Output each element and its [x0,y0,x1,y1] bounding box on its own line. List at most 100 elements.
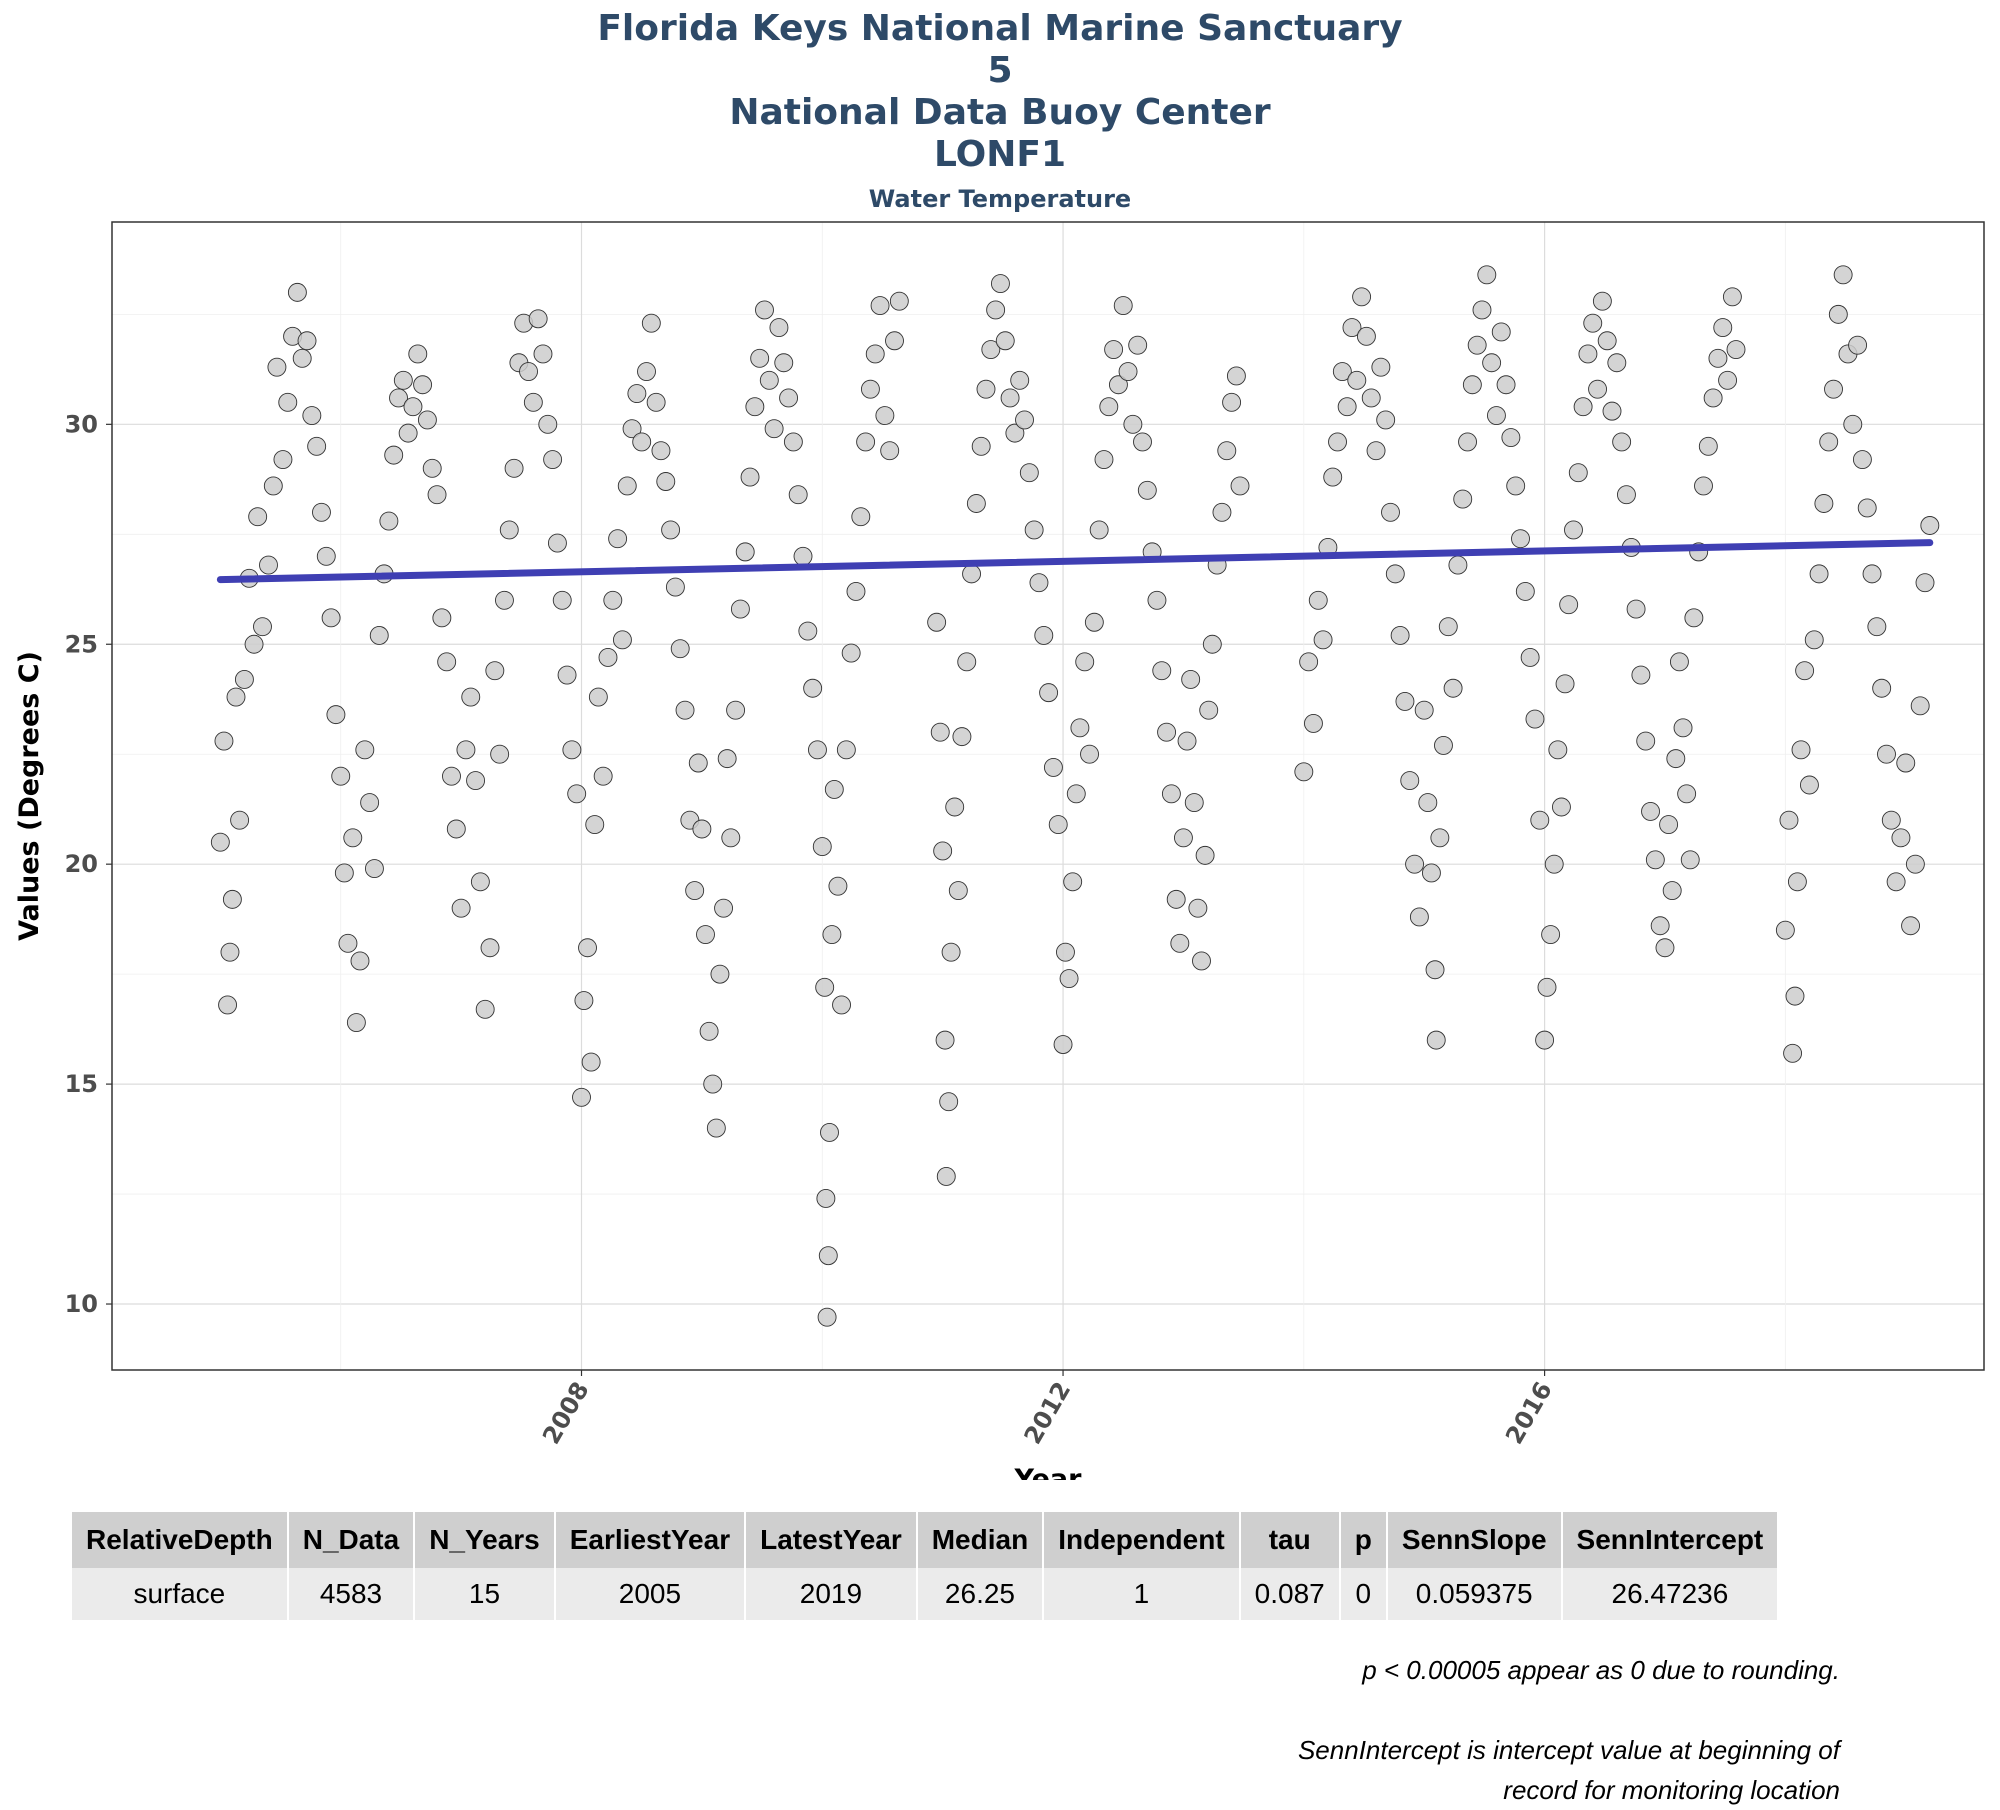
data-point [321,608,341,628]
data-point [1000,388,1020,408]
grid-lines [112,222,1984,1370]
data-point [1458,432,1477,452]
data-point [699,1021,719,1041]
data-point [1453,489,1473,509]
data-point [1313,630,1333,650]
data-point [398,423,418,443]
cell-median: 26.25 [916,1568,1045,1620]
data-point [222,889,242,909]
data-point [818,1246,838,1266]
data-point [714,898,734,918]
data-point [369,626,389,645]
data-point [962,564,982,584]
data-point [603,590,623,610]
data-point [1084,612,1104,632]
data-point [578,938,597,958]
data-point [1434,735,1453,755]
data-point [1872,678,1892,698]
data-point [297,331,317,351]
data-point [957,652,977,672]
data-point [451,898,471,918]
data-point [726,700,746,720]
data-point [948,881,968,901]
data-point [244,634,264,654]
data-point [1352,287,1372,307]
data-point [442,766,461,786]
data-point [1390,626,1410,645]
data-point [1161,784,1181,804]
data-point [1530,810,1550,830]
data-point [1137,480,1157,500]
data-point [1005,423,1025,443]
data-point [1337,397,1357,417]
data-point [1597,331,1617,351]
data-point [828,876,848,896]
data-point [1833,265,1853,285]
data-point [1195,845,1215,865]
data-point [1564,520,1583,540]
data-point [1877,744,1896,764]
data-point [210,832,230,852]
data-point [287,282,307,302]
data-point [1631,665,1651,685]
data-point [343,828,363,848]
data-point [971,436,991,456]
data-point [1029,573,1049,593]
data-point [608,529,628,549]
data-point [1525,709,1545,729]
data-point [1381,502,1400,522]
data-point [952,727,972,747]
data-point [783,432,803,452]
data-point [1617,485,1636,505]
x-tick-label: 2016 [1500,1377,1558,1449]
data-point [740,467,760,487]
data-point [461,687,481,707]
data-point [1684,608,1704,628]
data-point [703,1074,723,1094]
data-point [552,590,572,610]
data-point [885,331,904,351]
table-header-row: RelativeDepth N_Data N_Years EarliestYea… [72,1512,1780,1568]
data-point [1222,392,1242,412]
data-point [326,705,346,725]
data-point [1128,335,1148,355]
data-point [485,661,505,681]
data-point [1395,691,1415,711]
data-point [832,995,851,1015]
x-tick-label: 2008 [537,1377,595,1449]
data-point [1905,854,1925,874]
data-point [1535,1030,1555,1050]
data-point [986,300,1006,320]
data-point [1592,291,1612,311]
data-point [1212,502,1232,522]
data-point [384,445,404,465]
data-point [379,511,399,531]
scatter-chart: 10 15 20 25 30 2008 2012 2016 Year Values (Deg… [14,221,1985,1480]
data-point [1819,432,1839,452]
data-point [1177,731,1197,751]
data-point [1405,854,1425,874]
data-point [346,1013,366,1032]
data-point [350,951,370,971]
data-point [1491,322,1511,342]
data-point [1108,375,1128,395]
data-point [745,397,765,417]
col-p: p [1339,1512,1388,1568]
data-point [1019,463,1039,483]
data-point [259,555,278,575]
data-point [822,925,842,945]
data-point [538,414,558,434]
data-point [302,406,322,425]
data-point [651,441,671,461]
x-axis-ticks: 2008 2012 2016 [537,1370,1558,1449]
data-point [1104,340,1124,360]
data-point [692,819,712,839]
data-point [820,1123,839,1142]
data-point [1080,744,1099,764]
data-point [846,582,866,601]
data-point [593,766,613,786]
data-point [1659,815,1679,835]
intercept-note-line1: SennIntercept is intercept value at begi… [1297,1735,1840,1765]
data-point [933,841,953,861]
data-point [331,766,351,786]
